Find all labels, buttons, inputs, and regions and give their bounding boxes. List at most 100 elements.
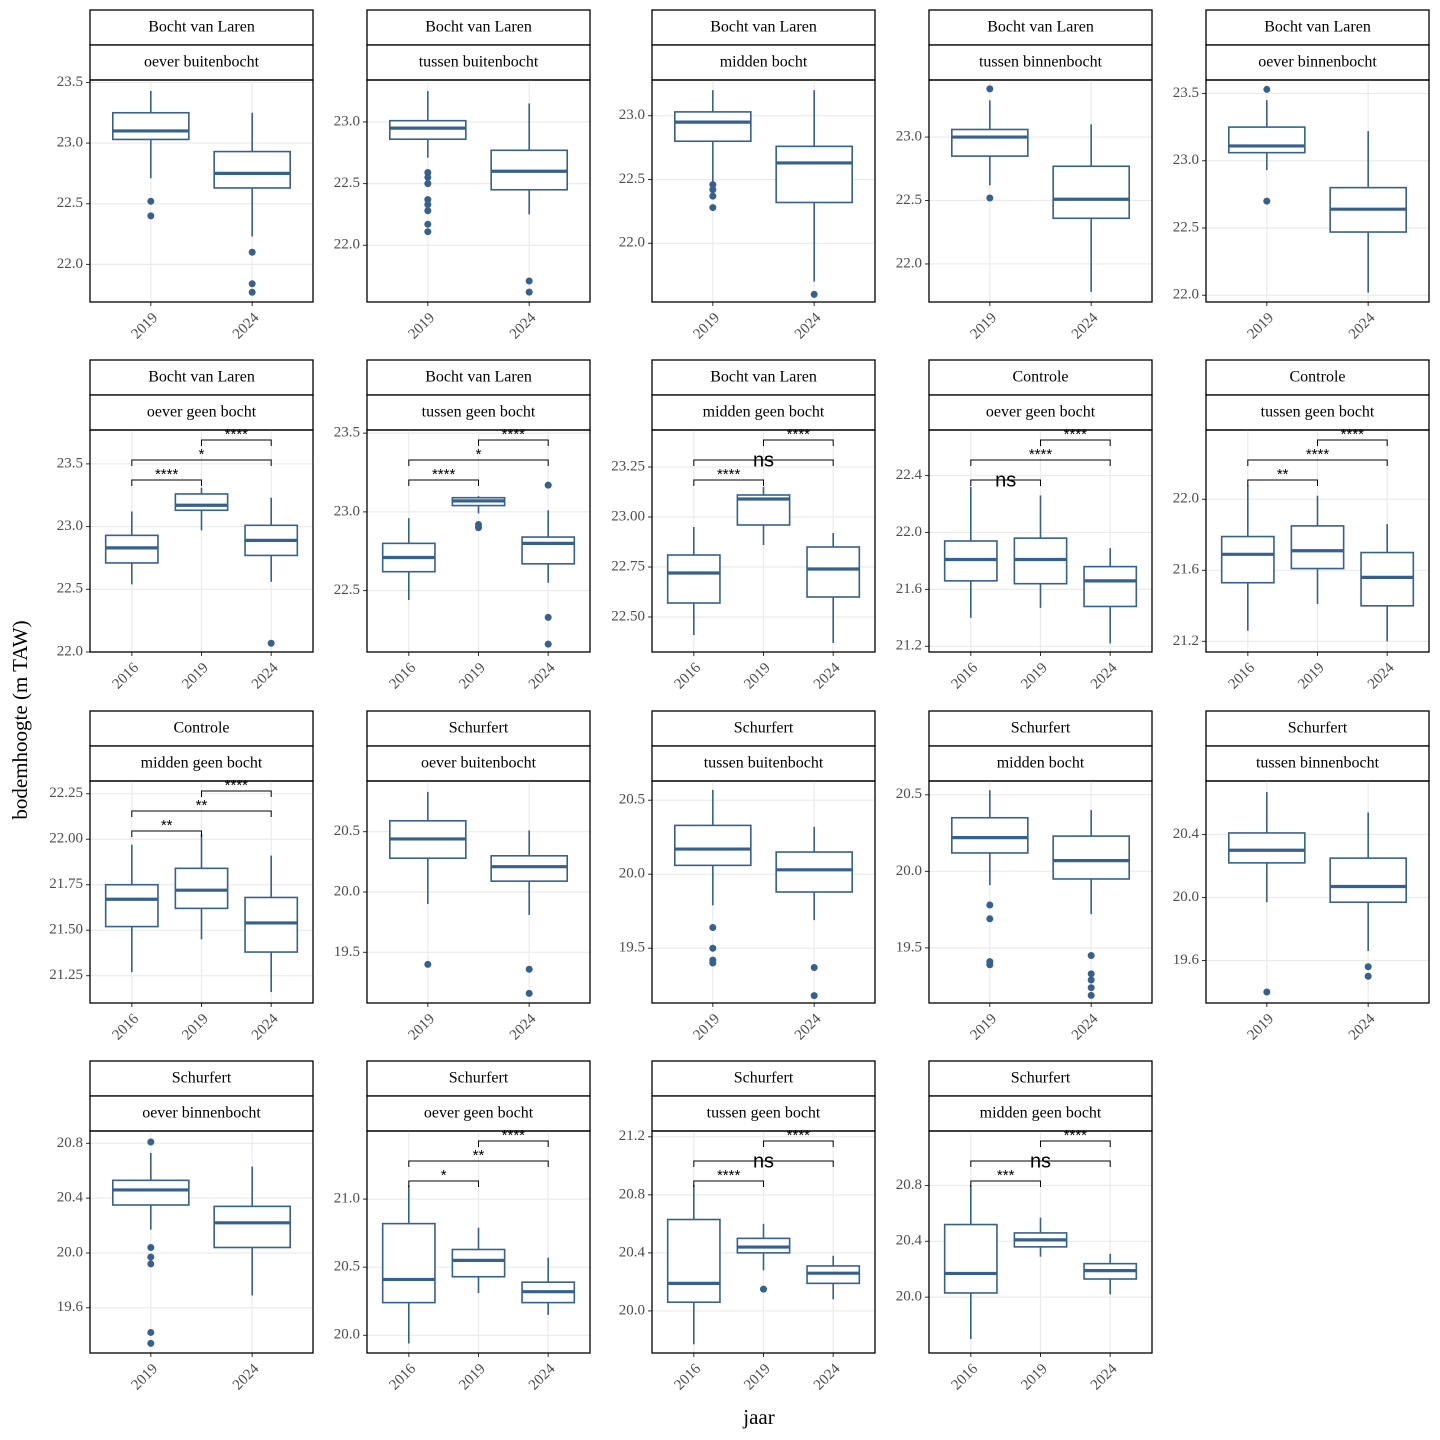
significance-bracket [131,830,202,837]
y-tick-label: 23.0 [57,135,83,151]
panel-border [366,429,591,653]
x-tick-label: 2019 [741,1361,774,1394]
strip [89,394,314,431]
outlier [1087,991,1095,999]
outlier [147,1253,155,1261]
x-tick-label: 2024 [230,310,263,343]
outlier [424,201,432,209]
strip-label: tussen geen bocht [707,1105,821,1122]
significance-label: **** [225,777,249,794]
y-tick-label: 22.5 [1173,219,1199,235]
x-tick-label: 2024 [1069,1011,1102,1044]
strip-label: tussen buitenbocht [704,755,824,772]
box [213,1205,291,1249]
x-tick-label: 2019 [741,660,774,693]
strip [1205,359,1430,396]
outlier [1087,952,1095,960]
strip [366,710,591,747]
significance-bracket [201,439,272,446]
strip [89,1060,314,1097]
strip-label: Bocht van Laren [1264,19,1371,36]
significance-bracket [1040,1140,1111,1147]
strip-label: Controle [1013,369,1069,386]
panel-background [367,80,590,302]
panel-border [1205,429,1430,653]
box [244,896,299,953]
significance-label: **** [225,426,249,443]
significance-bracket [131,810,272,817]
y-tick-label: 23.5 [57,455,83,471]
box [104,883,159,928]
strip-label: oever buitenbocht [421,755,537,772]
strip-label: Controle [174,720,230,737]
outlier [810,290,818,298]
significance-bracket [131,459,272,466]
x-tick-label: 2016 [110,1011,143,1044]
significance-label: ** [473,1147,485,1164]
outlier [986,85,994,93]
box [775,145,853,204]
x-tick-label: 2019 [1245,1011,1278,1044]
x-tick-label: 2016 [1226,660,1259,693]
outlier [709,959,717,967]
x-tick-label: 2019 [1295,660,1328,693]
y-tick-label: 20.5 [619,792,645,808]
strip [366,745,591,782]
strip [366,1060,591,1097]
box [775,851,853,893]
strip-label: Bocht van Laren [710,19,817,36]
y-tick-label: 22.0 [1173,287,1199,303]
y-tick-label: 23.0 [1173,152,1199,168]
significance-label: **** [787,426,811,443]
strip [366,44,591,81]
y-tick-label: 20.0 [1173,889,1199,905]
significance-label: * [476,446,482,463]
x-tick-label: 2024 [811,1361,844,1394]
outlier [424,173,432,181]
box [213,150,291,189]
x-tick-label: 2024 [1365,660,1398,693]
box [521,536,576,565]
x-tick-label: 2016 [387,1361,420,1394]
strip [89,44,314,81]
y-tick-label: 23.0 [619,107,645,123]
significance-bracket [408,459,549,466]
significance-bracket [201,790,272,797]
strip [651,1060,876,1097]
box [1220,535,1275,584]
y-tick-label: 20.0 [896,863,922,879]
panel-background [929,781,1152,1003]
box [451,1248,506,1278]
x-tick-label: 2024 [507,1011,540,1044]
strip [1205,710,1430,747]
y-tick-label: 21.6 [1173,562,1200,578]
y-tick-label: 20.8 [619,1186,645,1202]
outlier [147,1339,155,1347]
significance-bracket [408,479,479,486]
strip-label: oever geen bocht [986,404,1096,421]
y-tick-label: 20.4 [1173,826,1200,842]
box [674,824,752,867]
outlier [525,965,533,973]
significance-label: **** [1306,446,1330,463]
panel-border [366,79,591,303]
outlier [424,196,432,204]
strip-label: Schurfert [734,720,794,737]
significance-bracket [693,1160,834,1167]
y-tick-label: 20.8 [896,1177,922,1193]
strip-label: oever geen bocht [147,404,257,421]
y-tick-label: 22.0 [57,643,83,659]
outlier [544,613,552,621]
outlier [248,288,256,296]
outlier [986,915,994,923]
outlier [709,192,717,200]
strip [1205,44,1430,81]
strip-label: Bocht van Laren [425,369,532,386]
outlier [147,1243,155,1251]
strip [89,9,314,46]
panel-border [1205,780,1430,1004]
box [174,493,229,512]
significance-label: **** [502,1127,526,1144]
significance-label: ns [995,469,1016,491]
outlier [147,1138,155,1146]
